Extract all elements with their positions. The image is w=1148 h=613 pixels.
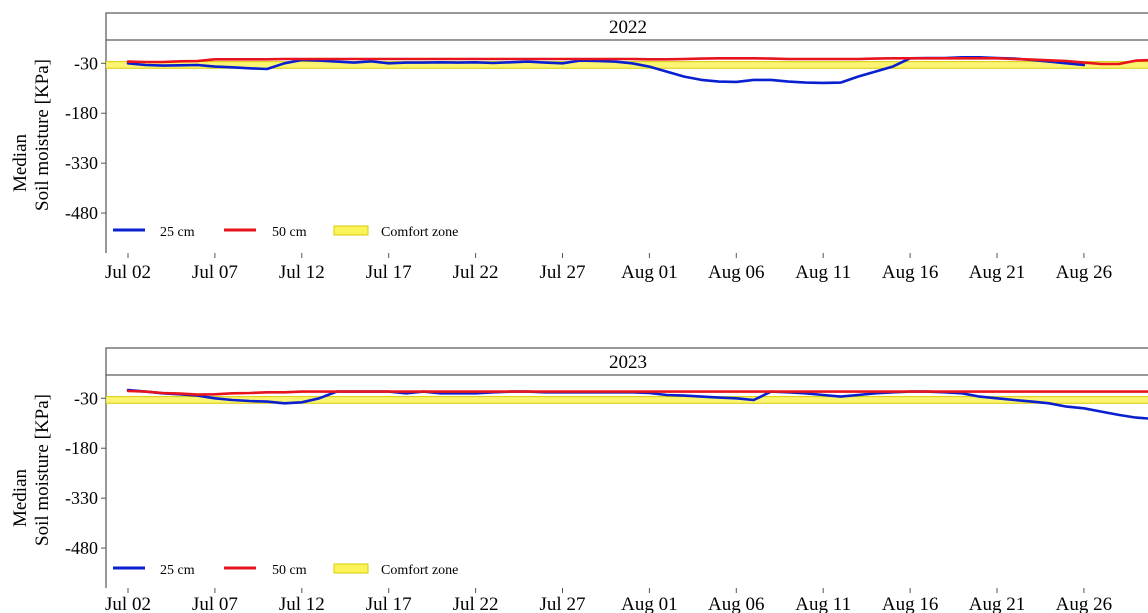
x-tick-label: Aug 06 (708, 594, 764, 613)
legend-label-comfort: Comfort zone (381, 563, 458, 578)
y-axis-label-line2: Soil moisture [KPa] (32, 59, 53, 211)
y-tick-label: -330 (65, 153, 98, 173)
y-tick-label: -330 (65, 488, 98, 508)
x-tick-label: Aug 11 (795, 594, 851, 613)
x-tick-label: Jul 02 (105, 262, 151, 283)
legend-label-comfort: Comfort zone (381, 225, 458, 240)
comfort-zone-band (106, 61, 1148, 69)
comfort-zone-band (106, 396, 1148, 404)
series-line-50cm (126, 389, 1148, 396)
plot-layer: -30 -180 -330 -480 Jul 02 Jul 07 Jul 12 Jul 17 J… (65, 388, 1148, 613)
series-line-50cm (126, 56, 1148, 66)
x-tick-label: Jul 17 (366, 262, 412, 283)
x-tick-label: Aug 21 (969, 262, 1025, 283)
y-axis-label-line2: Soil moisture [KPa] (32, 394, 53, 546)
panel-2022: 2022 -30 -180 -330 -480 Jul 02 Jul 07 Jul 12 Ju… (10, 12, 1148, 283)
x-tick-label: Aug 01 (621, 262, 677, 283)
series-line-25cm (126, 388, 1148, 420)
panel-title: 2023 (609, 352, 647, 373)
y-tick-label: -480 (65, 538, 98, 558)
legend: 25 cm 50 cm Comfort zone (113, 563, 458, 578)
y-tick-label: -30 (74, 388, 98, 408)
legend-swatch-comfort (333, 225, 369, 236)
plot-layer: -30 -180 -330 -480 Jul 02 Jul 07 Jul 12 Jul 17 J… (65, 53, 1148, 283)
legend: 25 cm 50 cm Comfort zone (113, 225, 458, 240)
y-axis-label-line1: Median (10, 468, 31, 527)
y-tick-label: -30 (74, 53, 98, 73)
legend-label-50cm: 50 cm (272, 225, 307, 240)
x-tick-label: Jul 22 (453, 262, 499, 283)
strip-box (105, 347, 1148, 376)
y-axis-label-line1: Median (10, 133, 31, 192)
x-tick-label: Aug 26 (1056, 262, 1112, 283)
panel-2023: 2023 -30 -180 -330 -480 Jul 02 Jul 07 Jul 12 Ju… (10, 347, 1148, 613)
x-tick-label: Jul 27 (540, 594, 586, 613)
x-tick-label: Aug 06 (708, 262, 764, 283)
strip-box (105, 12, 1148, 41)
x-tick-label: Jul 07 (192, 594, 238, 613)
x-tick-label: Jul 27 (540, 262, 586, 283)
x-tick-label: Jul 02 (105, 594, 151, 613)
y-tick-label: -480 (65, 203, 98, 223)
x-tick-label: Aug 11 (795, 262, 851, 283)
panel-title: 2022 (609, 17, 647, 38)
x-tick-label: Aug 16 (882, 594, 938, 613)
legend-label-50cm: 50 cm (272, 563, 307, 578)
y-tick-label: -180 (65, 103, 98, 123)
x-tick-label: Aug 16 (882, 262, 938, 283)
y-tick-label: -180 (65, 438, 98, 458)
x-tick-label: Aug 26 (1056, 594, 1112, 613)
x-tick-label: Jul 12 (279, 594, 325, 613)
x-tick-label: Jul 07 (192, 262, 238, 283)
x-tick-label: Aug 21 (969, 594, 1025, 613)
x-tick-label: Jul 12 (279, 262, 325, 283)
legend-label-25cm: 25 cm (160, 225, 195, 240)
x-tick-label: Jul 22 (453, 594, 499, 613)
x-tick-label: Aug 01 (621, 594, 677, 613)
x-tick-label: Jul 17 (366, 594, 412, 613)
legend-swatch-comfort (333, 563, 369, 574)
legend-label-25cm: 25 cm (160, 563, 195, 578)
